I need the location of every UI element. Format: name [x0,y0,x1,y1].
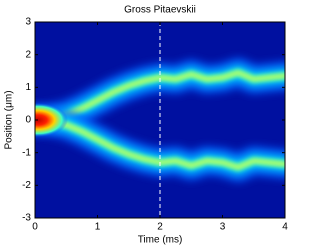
y-tick-label: 3 [25,17,31,28]
x-tick-label: 4 [282,222,288,233]
x-tick-label: 3 [220,222,226,233]
y-tick-label: -2 [22,180,31,191]
chart: 0 1 2 3 4 -3 -2 -1 0 1 2 3 Gross Pitaevskii Time (m… [4,5,289,246]
core-blob [35,103,68,137]
x-axis-label: Time (ms) [138,235,183,246]
heatmap [35,22,285,218]
y-tick-label: 2 [25,49,31,60]
chart-title: Gross Pitaevskii [124,5,196,16]
x-tick-label: 2 [157,222,163,233]
y-tick-label: 0 [25,115,31,126]
y-tick-label: -3 [22,213,31,224]
axes-box [34,21,286,219]
y-tick-label: -1 [22,147,31,158]
y-tick-label: 1 [25,82,31,93]
x-tick-label: 0 [32,222,38,233]
density-ridge [35,71,285,122]
y-axis-label: Position (μm) [4,90,15,149]
x-tick-label: 1 [95,222,101,233]
